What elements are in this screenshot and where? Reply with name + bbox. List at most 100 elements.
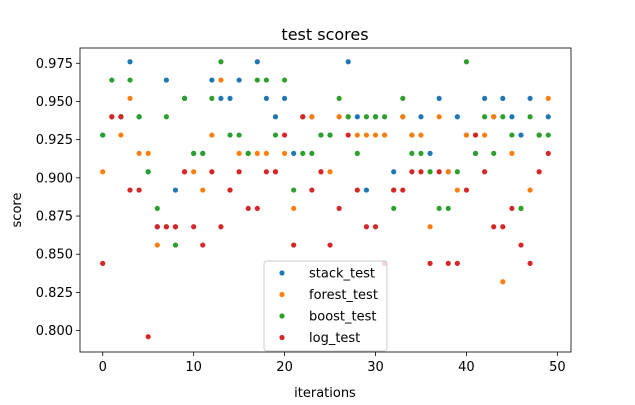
point-forest-test [136,150,142,157]
point-log-test [191,224,197,230]
point-forest-test [354,132,360,138]
point-stack-test [427,150,433,157]
x-tick-label: 40 [458,360,475,375]
point-boost-test [218,59,224,65]
point-boost-test [436,205,442,212]
legend-label-forest-test: forest_test [309,288,378,303]
point-boost-test [318,132,324,138]
point-log-test [291,242,297,248]
point-log-test [145,334,151,340]
point-log-test [363,224,370,230]
point-boost-test [145,169,151,175]
point-log-test [409,169,415,175]
legend: stack_test forest_test boost_test log_test [263,260,388,352]
x-axis-label: iterations [294,386,356,401]
legend-box [263,260,388,352]
point-log-test [482,169,488,175]
point-stack-test [500,95,506,102]
point-boost-test [400,95,406,102]
legend-label-boost-test: boost_test [309,310,377,325]
legend-marker-boost-test [279,313,285,319]
legend-label-stack-test: stack_test [309,267,375,282]
point-forest-test [236,150,242,157]
point-boost-test [109,77,115,83]
y-tick-label: 0.950 [36,95,73,110]
point-forest-test [482,132,488,138]
point-log-test [281,132,288,138]
point-forest-test [445,169,451,175]
point-log-test [445,260,451,266]
point-forest-test [291,205,297,212]
point-stack-test [518,132,524,138]
legend-marker-stack-test [279,270,285,276]
point-boost-test [363,114,370,120]
point-log-test [427,260,433,266]
point-log-test [272,169,279,175]
point-boost-test [454,169,460,175]
point-log-test [309,187,315,193]
point-log-test [154,224,160,230]
point-boost-test [491,150,497,157]
point-forest-test [363,132,370,138]
point-stack-test [363,187,370,193]
point-stack-test [163,77,169,83]
y-tick-label: 0.875 [36,210,73,225]
point-boost-test [382,114,388,120]
point-forest-test [100,169,106,175]
point-stack-test [218,95,224,102]
point-log-test [136,187,142,193]
point-boost-test [427,169,433,175]
point-boost-test [272,132,279,138]
point-stack-test [527,95,533,102]
point-forest-test [436,114,442,120]
point-log-test [518,242,524,248]
point-log-test [109,114,115,120]
point-boost-test [254,77,260,83]
plot-area: 0 10 20 30 40 50 0.800 0.825 0.850 0.875 0.900 0.92… [36,47,572,375]
point-stack-test [418,114,424,120]
x-tick-label: 20 [276,360,293,375]
point-log-test [118,114,124,120]
point-forest-test [209,132,215,138]
point-log-test [263,169,269,175]
point-boost-test [209,95,215,102]
point-boost-test [263,77,269,83]
point-stack-test [209,77,215,83]
point-forest-test [118,132,124,138]
point-log-test [227,187,233,193]
point-boost-test [172,242,179,248]
point-log-test [418,169,424,175]
point-stack-test [354,114,360,120]
point-forest-test [218,77,224,83]
point-boost-test [191,150,197,157]
point-boost-test [181,95,188,102]
point-boost-test [527,114,533,120]
point-boost-test [418,150,424,157]
point-boost-test [500,114,506,120]
point-boost-test [227,132,233,138]
point-boost-test [472,150,479,157]
point-stack-test [454,114,460,120]
point-boost-test [463,59,470,65]
point-stack-test [291,150,297,157]
point-forest-test [527,187,533,193]
point-forest-test [191,169,197,175]
point-boost-test [409,150,415,157]
point-log-test [209,169,215,175]
point-forest-test [145,150,151,157]
point-forest-test [500,279,506,285]
point-boost-test [509,132,515,138]
x-tick-label: 0 [99,360,107,375]
y-axis-label: score [10,193,25,228]
point-stack-test [263,95,269,102]
point-boost-test [291,187,297,193]
point-boost-test [154,205,160,212]
point-forest-test [200,187,206,193]
point-forest-test [427,224,433,230]
point-forest-test [509,150,515,157]
point-boost-test [236,132,242,138]
point-forest-test [127,95,133,102]
point-stack-test [236,77,242,83]
point-stack-test [281,95,288,102]
